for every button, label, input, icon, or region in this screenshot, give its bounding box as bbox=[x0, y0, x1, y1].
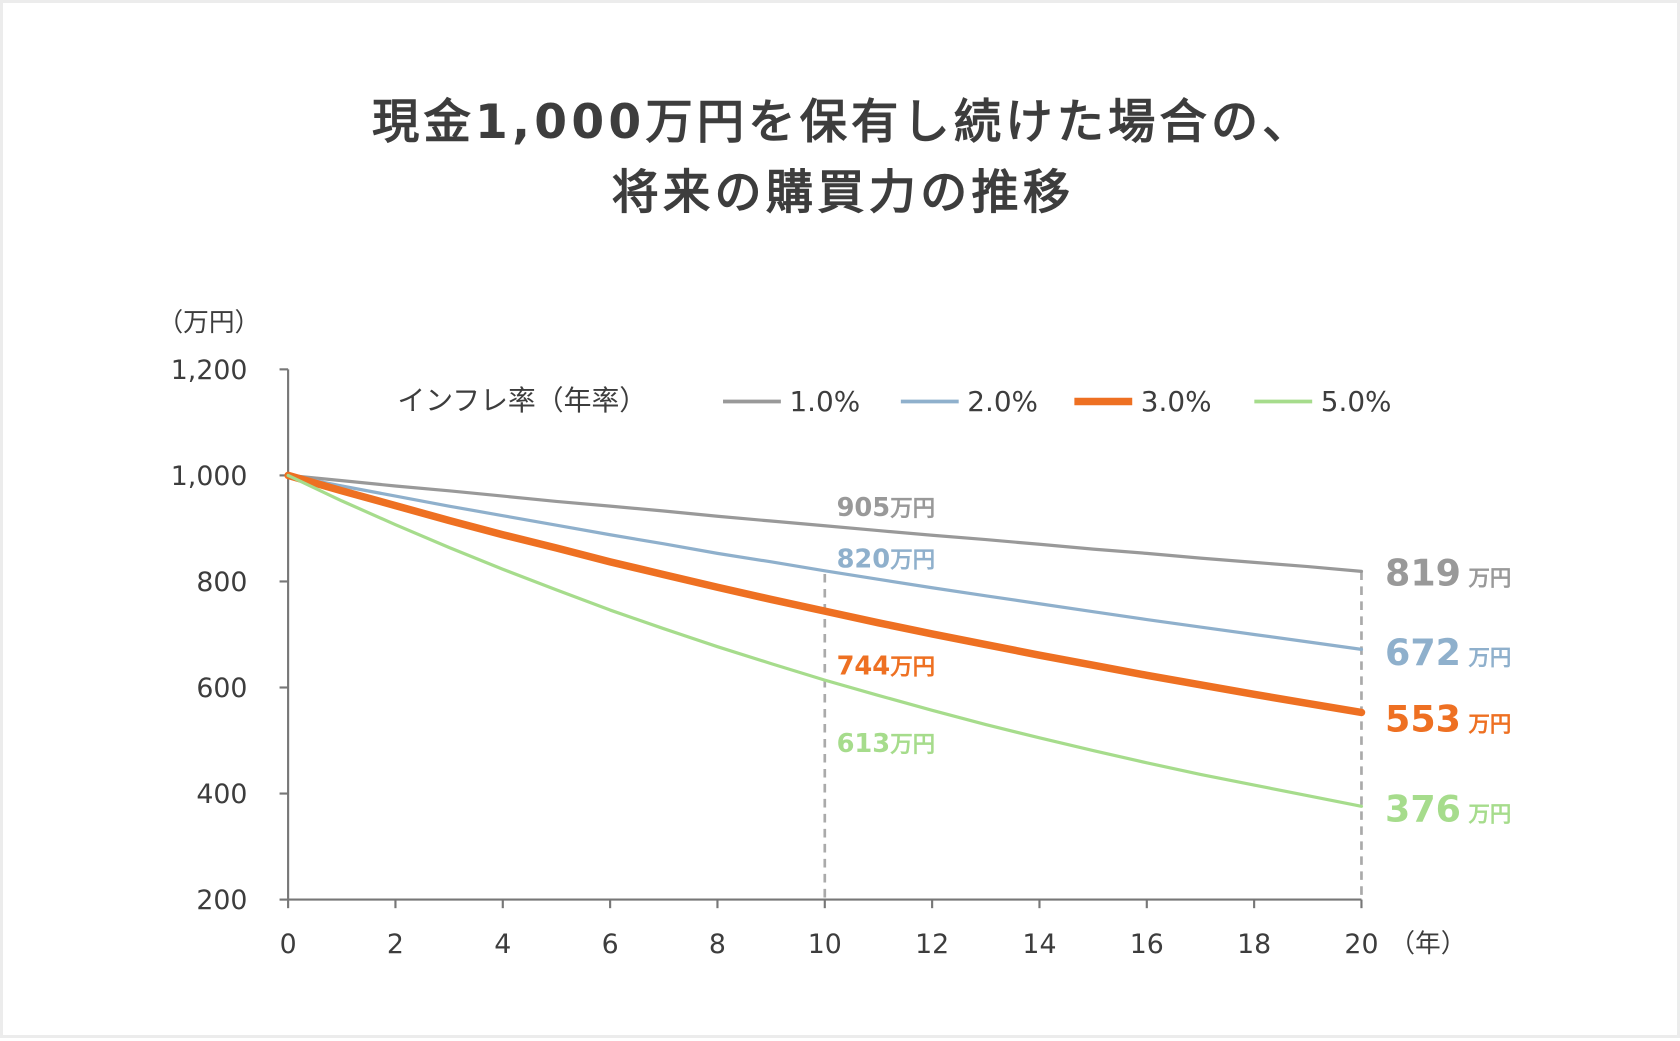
data-label-year20: 553 万円 bbox=[1385, 697, 1511, 740]
data-label-year20: 819 万円 bbox=[1385, 552, 1511, 595]
x-tick-label: 10 bbox=[808, 929, 842, 960]
chart-title-line-2: 将来の購買力の推移 bbox=[612, 166, 1075, 221]
x-tick-label: 4 bbox=[494, 929, 511, 960]
legend-label: 3.0% bbox=[1141, 385, 1212, 418]
series-line-5.0% bbox=[286, 473, 1364, 808]
x-tick-label: 20 bbox=[1344, 929, 1378, 960]
y-tick-label: 400 bbox=[196, 779, 247, 810]
legend-label: 1.0% bbox=[789, 385, 860, 418]
data-label-year10: 613万円 bbox=[837, 729, 936, 759]
series-line-1.0% bbox=[286, 473, 1364, 573]
y-tick-label: 200 bbox=[196, 885, 247, 916]
data-label-year10: 905万円 bbox=[837, 493, 936, 523]
data-label-year20: 672 万円 bbox=[1385, 631, 1511, 674]
legend-label: 5.0% bbox=[1321, 385, 1392, 418]
x-tick-label: 16 bbox=[1130, 929, 1164, 960]
line-chart: 現金1,000万円を保有し続けた場合の、 将来の購買力の推移 （万円） （年） … bbox=[157, 95, 1511, 960]
data-label-year10: 820万円 bbox=[837, 545, 936, 575]
x-tick-label: 18 bbox=[1237, 929, 1271, 960]
y-axis-label: （万円） bbox=[157, 308, 260, 338]
y-tick-label: 600 bbox=[196, 673, 247, 704]
x-tick-label: 6 bbox=[602, 929, 619, 960]
x-tick-label: 8 bbox=[709, 929, 726, 960]
legend-title: インフレ率（年率） bbox=[397, 384, 647, 417]
x-tick-label: 12 bbox=[915, 929, 949, 960]
x-axis-label: （年） bbox=[1389, 929, 1466, 959]
data-label-year10: 744万円 bbox=[837, 652, 936, 682]
x-tick-label: 14 bbox=[1022, 929, 1056, 960]
y-tick-label: 1,200 bbox=[171, 355, 248, 386]
x-tick-label: 0 bbox=[280, 929, 297, 960]
x-tick-label: 2 bbox=[387, 929, 404, 960]
series-line-3.0% bbox=[284, 471, 1366, 717]
y-tick-label: 1,000 bbox=[171, 461, 248, 492]
y-tick-label: 800 bbox=[196, 567, 247, 598]
data-label-year20: 376 万円 bbox=[1385, 787, 1511, 830]
chart-title-line-1: 現金1,000万円を保有し続けた場合の、 bbox=[372, 95, 1314, 150]
legend-label: 2.0% bbox=[967, 385, 1038, 418]
series-line-2.0% bbox=[286, 473, 1364, 651]
